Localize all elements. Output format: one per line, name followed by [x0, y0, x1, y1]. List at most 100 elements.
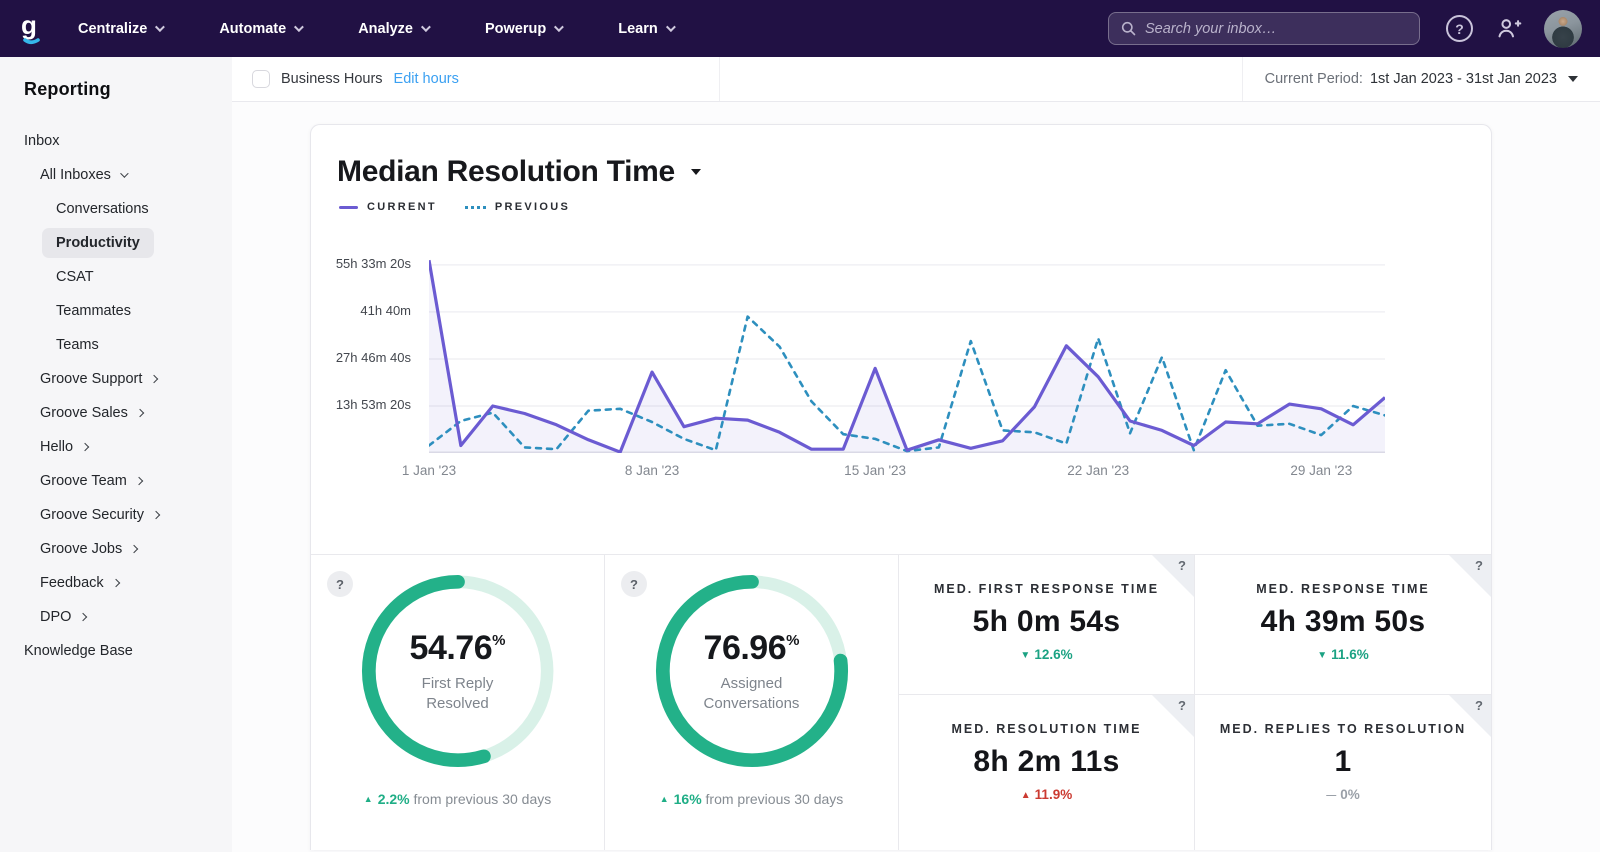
search-input[interactable]: Search your inbox… — [1108, 12, 1420, 45]
nav-item-learn[interactable]: Learn — [618, 20, 676, 37]
nav-item-automate[interactable]: Automate — [219, 20, 305, 37]
previous-series-swatch — [464, 205, 486, 209]
help-icon[interactable]: ? — [1475, 698, 1483, 713]
help-icon[interactable]: ? — [327, 571, 353, 597]
user-avatar[interactable] — [1544, 9, 1582, 48]
metric-value: 4h 39m 50s — [1260, 605, 1426, 638]
chevron-right-icon — [111, 578, 120, 588]
med-response-time-card: ? MED. RESPONSE TIME 4h 39m 50s ▼ 11.6% — [1195, 555, 1491, 695]
current-period-selector[interactable]: Current Period: 1st Jan 2023 - 31st Jan … — [1241, 57, 1600, 101]
x-axis-labels: 1 Jan '23 8 Jan '23 15 Jan '23 22 Jan '23 29… — [402, 463, 1385, 483]
corner-fold — [1152, 695, 1194, 737]
triangle-up-icon: ▲ — [363, 794, 373, 804]
metric-value: 5h 0m 54s — [972, 605, 1121, 638]
nav-item-powerup[interactable]: Powerup — [485, 21, 565, 37]
sidebar-item-hello[interactable]: Hello — [0, 430, 232, 464]
y-tick-label: 41h 40m — [360, 302, 411, 318]
sidebar-item-groove-team[interactable]: Groove Team — [0, 464, 232, 498]
sidebar-item-groove-support[interactable]: Groove Support — [0, 362, 232, 396]
metric-value: 8h 2m 11s — [973, 745, 1120, 778]
legend-current[interactable]: CURRENT — [339, 201, 437, 213]
sidebar-item-conversations[interactable]: Conversations — [0, 192, 232, 226]
help-icon[interactable]: ? — [1178, 558, 1186, 573]
sidebar-item-label: Groove Sales — [40, 405, 128, 421]
metric-label: MED. RESOLUTION TIME — [951, 722, 1142, 736]
donut-label: Assigned Conversations — [703, 675, 800, 712]
donut-chart-svg — [655, 574, 848, 768]
stats-row: ? 54.76% First Repl — [311, 555, 1491, 850]
chart-title-dropdown[interactable]: Median Resolution Time — [337, 155, 1491, 189]
sidebar-item-label: Inbox — [24, 133, 60, 149]
resolution-time-chart-section: Median Resolution Time CURRENT PREVIOUS — [311, 125, 1491, 555]
nav-item-label: Analyze — [358, 20, 413, 37]
assigned-conversations-donut: 76.96% Assigned Conversations — [654, 573, 850, 769]
nav-item-analyze[interactable]: Analyze — [358, 20, 431, 37]
help-icon[interactable]: ? — [621, 571, 647, 597]
metric-label: MED. FIRST RESPONSE TIME — [933, 582, 1160, 596]
donut-value-arc — [655, 574, 848, 768]
nav-item-label: Learn — [618, 20, 658, 37]
current-series-swatch — [339, 205, 358, 209]
sidebar-item-teams[interactable]: Teams — [0, 328, 232, 362]
sidebar-item-inbox[interactable]: Inbox — [0, 124, 232, 158]
chevron-right-icon — [80, 442, 90, 452]
add-user-icon[interactable] — [1495, 15, 1522, 42]
sidebar-item-groove-sales[interactable]: Groove Sales — [0, 396, 232, 430]
metric-delta: ▼ 12.6% — [1020, 647, 1073, 662]
legend-label: PREVIOUS — [494, 201, 571, 213]
sidebar-item-csat[interactable]: CSAT — [0, 260, 232, 294]
help-icon[interactable]: ? — [1475, 558, 1483, 573]
svg-text:g: g — [21, 10, 37, 40]
sidebar-title: Reporting — [24, 79, 111, 99]
sidebar-item-label: Groove Team — [40, 473, 127, 489]
sidebar-item-productivity[interactable]: Productivity — [0, 226, 232, 260]
sidebar-item-groove-security[interactable]: Groove Security — [0, 498, 232, 532]
sidebar-item-label: Teammates — [56, 303, 131, 319]
chart-title: Median Resolution Time — [337, 155, 675, 188]
filters-bar-spacer — [720, 57, 1242, 101]
sidebar-item-label: Knowledge Base — [24, 643, 133, 659]
sidebar-item-label: Groove Jobs — [40, 541, 123, 557]
legend-label: CURRENT — [367, 201, 437, 213]
donut-percent: 54.76% — [409, 629, 506, 667]
chevron-right-icon — [79, 612, 88, 622]
triangle-down-icon: ▼ — [1317, 650, 1328, 661]
current-period-value: 1st Jan 2023 - 31st Jan 2023 — [1369, 71, 1557, 87]
legend-previous[interactable]: PREVIOUS — [464, 201, 571, 213]
med-resolution-time-card: ? MED. RESOLUTION TIME 8h 2m 11s ▲ 11.9% — [899, 695, 1195, 850]
sidebar-item-teammates[interactable]: Teammates — [0, 294, 232, 328]
metric-delta: ▼ 11.6% — [1317, 647, 1369, 662]
nav-item-centralize[interactable]: Centralize — [78, 21, 166, 37]
current-period-label: Current Period: — [1264, 71, 1363, 87]
chevron-down-icon — [155, 22, 166, 33]
y-tick-label: 13h 53m 20s — [335, 396, 411, 412]
sidebar-item-knowledge-base[interactable]: Knowledge Base — [0, 634, 232, 668]
dash-icon: — — [1326, 790, 1337, 801]
sidebar-item-label: Conversations — [56, 201, 149, 217]
x-tick-label: 1 Jan '23 — [401, 463, 457, 478]
delta-from-previous: ▲ 16% from previous 30 days — [659, 791, 844, 807]
sidebar-item-feedback[interactable]: Feedback — [0, 566, 232, 600]
sidebar-item-label: DPO — [40, 609, 72, 625]
chevron-down-icon — [294, 22, 305, 33]
sidebar-item-groove-jobs[interactable]: Groove Jobs — [0, 532, 232, 566]
edit-hours-link[interactable]: Edit hours — [393, 71, 459, 87]
groove-logo[interactable]: g — [14, 10, 48, 48]
corner-fold — [1152, 555, 1194, 597]
x-tick-label: 29 Jan '23 — [1290, 463, 1353, 478]
chart-legend: CURRENT PREVIOUS — [339, 201, 1491, 213]
help-icon[interactable]: ? — [1178, 698, 1186, 713]
x-tick-label: 22 Jan '23 — [1067, 463, 1130, 478]
sidebar-item-label: All Inboxes — [40, 167, 111, 183]
business-hours-section: Business Hours Edit hours — [232, 57, 720, 101]
sidebar-item-all-inboxes[interactable]: All Inboxes — [0, 158, 232, 192]
nav-item-label: Automate — [219, 20, 287, 37]
first-reply-resolved-card: ? 54.76% First Repl — [311, 555, 605, 850]
donut-value-arc — [361, 574, 554, 768]
business-hours-checkbox[interactable] — [252, 70, 270, 88]
help-button[interactable]: ? — [1446, 15, 1473, 42]
sidebar-item-dpo[interactable]: DPO — [0, 600, 232, 634]
metric-delta: ▲ 11.9% — [1020, 787, 1073, 802]
chevron-down-icon — [420, 22, 431, 33]
chevron-right-icon — [150, 374, 159, 384]
